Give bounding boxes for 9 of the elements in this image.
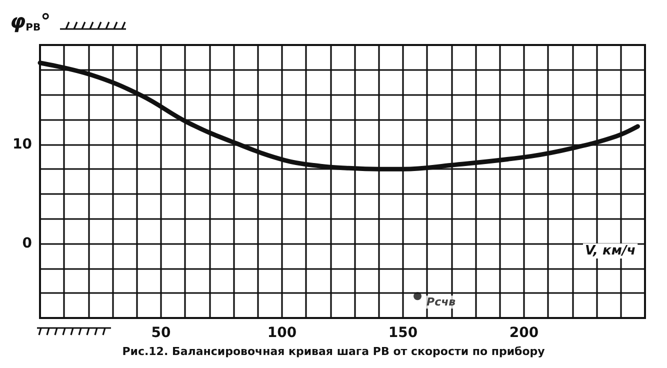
annotation: Рсчв <box>426 296 456 309</box>
x-axis-title: V, км/ч <box>585 244 636 259</box>
y-tick-label: 10 <box>12 136 32 152</box>
x-tick-label: 200 <box>509 325 539 341</box>
y-tick-label: 0 <box>22 236 32 252</box>
x-tick-label: 150 <box>388 325 418 341</box>
text: Рис.12. Балансировочная кривая шага РВ от скорости по прибору <box>122 345 545 358</box>
x-tick-label: 100 <box>267 325 297 341</box>
x-tick-label: 50 <box>151 325 171 341</box>
